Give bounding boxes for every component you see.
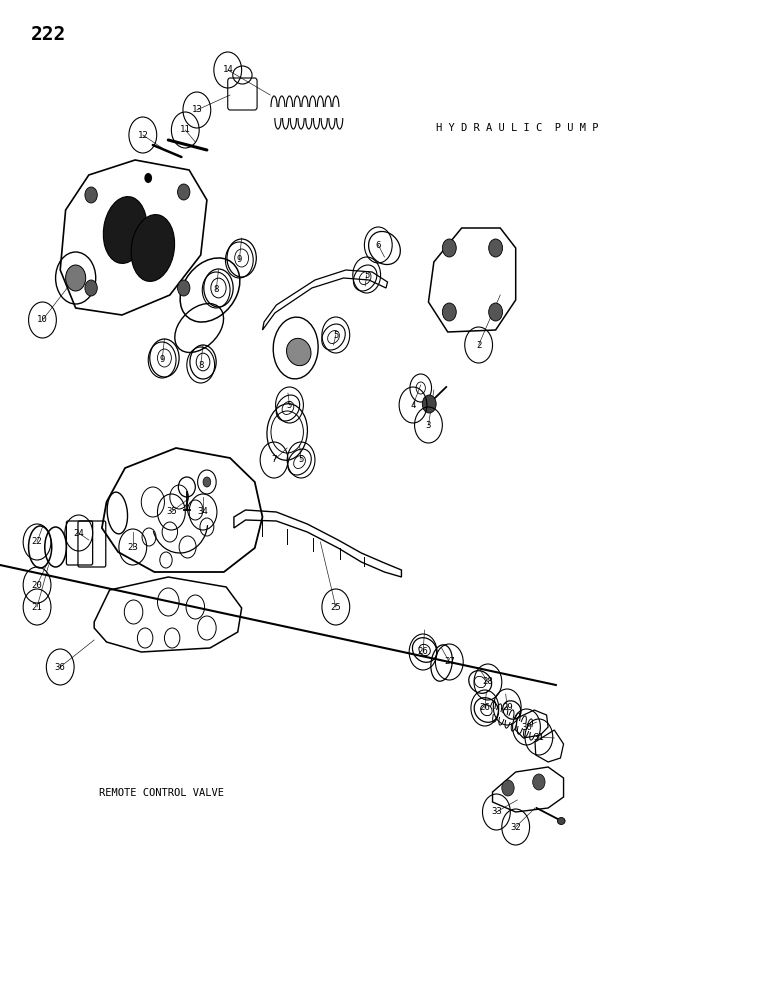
Circle shape [422,395,436,413]
Text: 5: 5 [334,330,338,340]
Circle shape [144,173,152,183]
Text: H Y D R A U L I C  P U M P: H Y D R A U L I C P U M P [436,123,598,133]
Text: 14: 14 [222,66,233,75]
Text: 28: 28 [482,678,493,686]
Ellipse shape [557,818,565,824]
Text: 8: 8 [214,286,218,294]
Text: 24: 24 [73,528,84,538]
Circle shape [178,184,190,200]
Ellipse shape [131,215,174,281]
Text: 29: 29 [502,702,513,712]
Text: 222: 222 [31,25,66,44]
Text: 23: 23 [127,542,138,552]
Text: 2: 2 [476,340,481,350]
Text: 9: 9 [160,356,164,364]
Text: 5: 5 [299,456,303,464]
Text: 11: 11 [180,125,191,134]
Text: 35: 35 [166,508,177,516]
Text: 7: 7 [272,456,276,464]
Text: 5: 5 [287,400,292,410]
Circle shape [178,280,190,296]
Text: 20: 20 [32,580,42,589]
Text: 31: 31 [533,732,544,742]
Circle shape [85,187,97,203]
Circle shape [489,239,503,257]
Text: 13: 13 [191,105,202,114]
Text: REMOTE CONTROL VALVE: REMOTE CONTROL VALVE [99,788,224,798]
Text: 22: 22 [32,538,42,546]
Text: 25: 25 [330,602,341,611]
Text: 12: 12 [137,130,148,139]
Circle shape [489,303,503,321]
Text: 34: 34 [198,508,208,516]
Circle shape [533,774,545,790]
Circle shape [442,239,456,257]
Text: 32: 32 [510,822,521,832]
Text: 8: 8 [198,360,203,369]
Circle shape [66,265,86,291]
Ellipse shape [286,338,311,366]
Text: 36: 36 [55,662,66,672]
Text: 3: 3 [426,420,431,430]
Circle shape [85,280,97,296]
Circle shape [442,303,456,321]
Text: 21: 21 [32,602,42,611]
Circle shape [203,477,211,487]
Ellipse shape [103,197,147,263]
Circle shape [502,780,514,796]
Text: 6: 6 [376,240,381,249]
Text: 5: 5 [364,270,369,279]
Text: 30: 30 [521,722,532,732]
Text: 10: 10 [37,316,48,324]
Text: 9: 9 [237,255,242,264]
Text: 27: 27 [444,658,455,666]
Text: 26: 26 [418,648,428,656]
Text: 4: 4 [411,400,415,410]
Text: 33: 33 [491,808,502,816]
Text: 26: 26 [479,704,490,712]
